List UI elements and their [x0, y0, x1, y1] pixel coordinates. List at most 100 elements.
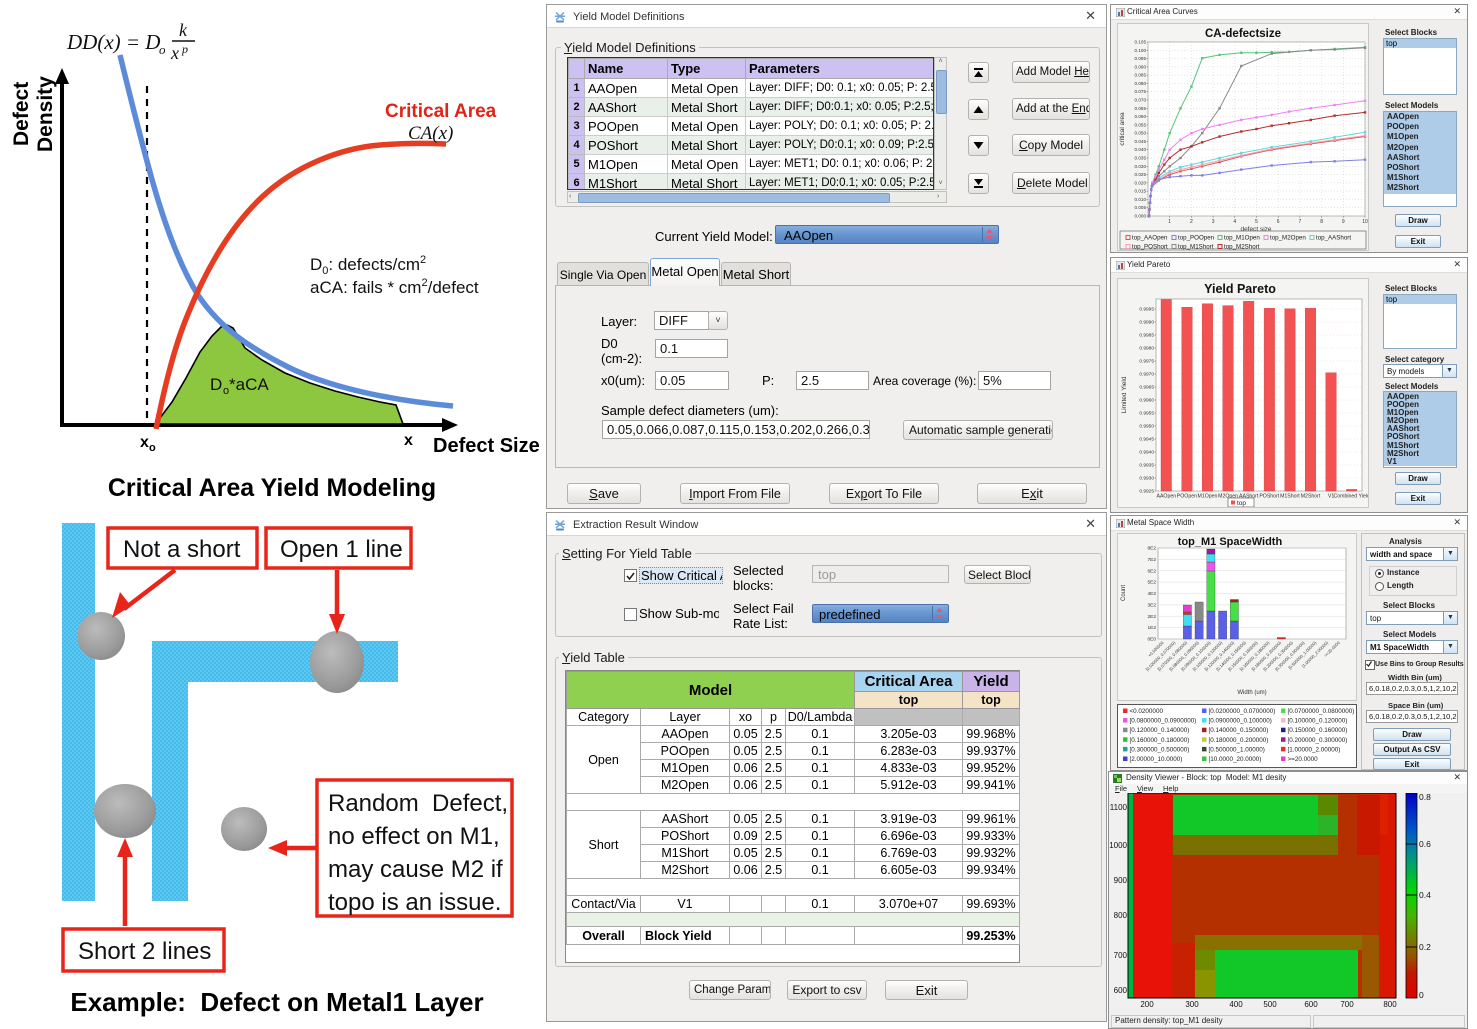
svg-text:top_AAOpen: top_AAOpen: [1132, 235, 1168, 242]
svg-text:[10.0000_20.0000): [10.0000_20.0000): [1209, 756, 1262, 763]
svg-text:[0.140000_0.150000): [0.140000_0.150000): [1209, 727, 1269, 734]
svg-text:4: 4: [1233, 219, 1236, 225]
svg-text:0.9945: 0.9945: [1139, 437, 1154, 443]
svg-text:[0.0800000_0.0900000): [0.0800000_0.0900000): [1130, 718, 1197, 725]
svg-text:Critical Area: Critical Area: [385, 101, 497, 122]
svg-text:0.9965: 0.9965: [1139, 385, 1154, 391]
svg-text:may cause M2 if: may cause M2 if: [328, 856, 503, 883]
svg-text:[0.200000_0.300000): [0.200000_0.300000): [1288, 737, 1348, 744]
svg-text:no effect on M1,: no effect on M1,: [328, 823, 500, 850]
svg-text:9: 9: [1342, 219, 1345, 225]
svg-text:o: o: [223, 385, 229, 397]
svg-text:0.000: 0.000: [1135, 214, 1147, 219]
svg-text:0.080: 0.080: [1135, 81, 1147, 86]
svg-text:AAOpen: AAOpen: [1156, 494, 1176, 500]
svg-text:0.9960: 0.9960: [1139, 398, 1154, 404]
svg-text:0.035: 0.035: [1135, 156, 1147, 161]
svg-text:[1.00000_2.00000): [1.00000_2.00000): [1288, 746, 1341, 753]
svg-text:2E2: 2E2: [1147, 614, 1156, 620]
svg-text:0.010: 0.010: [1135, 197, 1147, 202]
svg-text:0.9940: 0.9940: [1139, 450, 1154, 456]
svg-text:700: 700: [1340, 1000, 1354, 1009]
svg-text:[0.0900000_0.100000): [0.0900000_0.100000): [1209, 718, 1272, 725]
svg-text:500: 500: [1263, 1000, 1277, 1009]
svg-text:critical area: critical area: [1119, 112, 1126, 146]
svg-text:Combined Yield: Combined Yield: [1334, 494, 1368, 500]
svg-text:DD(x) = D: DD(x) = D: [66, 30, 160, 54]
svg-text:Not a short: Not a short: [123, 536, 241, 563]
svg-text:Yield Pareto: Yield Pareto: [1204, 282, 1276, 296]
svg-text:D: D: [210, 375, 222, 394]
svg-text:0.005: 0.005: [1135, 205, 1147, 210]
svg-text:4E2: 4E2: [1147, 591, 1156, 597]
svg-text:<0.0200000: <0.0200000: [1130, 708, 1164, 715]
svg-text:[0.100000_0.120000): [0.100000_0.120000): [1288, 718, 1348, 725]
svg-text:1100: 1100: [1110, 803, 1128, 812]
svg-text:top_AAShort: top_AAShort: [1316, 235, 1351, 242]
svg-text:CA(x): CA(x): [408, 123, 453, 144]
svg-text:top_POShort: top_POShort: [1132, 244, 1168, 251]
svg-text:0.9995: 0.9995: [1139, 307, 1154, 313]
svg-text:top_POOpen: top_POOpen: [1178, 235, 1215, 242]
svg-text:0.4: 0.4: [1419, 890, 1431, 900]
svg-text:0.045: 0.045: [1135, 139, 1147, 144]
svg-text:Random Defect,: Random Defect,: [328, 790, 508, 817]
svg-text:0.8: 0.8: [1419, 793, 1431, 802]
svg-text:M2Open: M2Open: [1218, 494, 1238, 500]
svg-text:1000: 1000: [1109, 841, 1127, 850]
svg-text:Width (um): Width (um): [1237, 690, 1266, 696]
svg-text:Density: Density: [34, 76, 57, 152]
svg-text:6: 6: [1277, 219, 1280, 225]
svg-text:M1Open: M1Open: [1198, 494, 1218, 500]
svg-text:[0.160000_0.180000): [0.160000_0.180000): [1130, 737, 1190, 744]
svg-text:0.040: 0.040: [1135, 147, 1147, 152]
svg-text:top_M2Open: top_M2Open: [1270, 235, 1306, 242]
svg-text:0E0: 0E0: [1147, 637, 1156, 643]
svg-text:8E2: 8E2: [1147, 546, 1156, 552]
svg-text:POShort: POShort: [1259, 494, 1279, 500]
svg-text:[0.300000_0.500000): [0.300000_0.500000): [1130, 746, 1190, 753]
svg-text:x: x: [404, 432, 413, 449]
svg-text:0.9970: 0.9970: [1139, 372, 1154, 378]
svg-text:0.070: 0.070: [1135, 98, 1147, 103]
svg-text:Example: Defect on Metal1 Lay: Example: Defect on Metal1 Layer: [70, 987, 483, 1017]
svg-text:top: top: [1237, 500, 1246, 507]
svg-text:[0.180000_0.200000): [0.180000_0.200000): [1209, 737, 1269, 744]
svg-text:0.050: 0.050: [1135, 131, 1147, 136]
svg-text:1E2: 1E2: [1147, 625, 1156, 631]
svg-text:0.095: 0.095: [1135, 56, 1147, 61]
svg-text:0.025: 0.025: [1135, 172, 1147, 177]
svg-text:0.065: 0.065: [1135, 106, 1147, 111]
svg-text:POOpen: POOpen: [1177, 494, 1197, 500]
svg-text:0.075: 0.075: [1135, 89, 1147, 94]
svg-text:200: 200: [1140, 1000, 1154, 1009]
svg-text:Defect: Defect: [10, 82, 33, 146]
svg-text:x: x: [140, 434, 149, 451]
svg-text:3E2: 3E2: [1147, 603, 1156, 609]
svg-text:V1: V1: [1328, 494, 1334, 500]
svg-text:6E2: 6E2: [1147, 568, 1156, 574]
svg-text:0.9975: 0.9975: [1139, 359, 1154, 365]
svg-text:7E2: 7E2: [1147, 557, 1156, 563]
svg-text:0.9950: 0.9950: [1139, 424, 1154, 430]
svg-text:[2.00000_10.0000): [2.00000_10.0000): [1130, 756, 1183, 763]
svg-text:top_M2Short: top_M2Short: [1224, 244, 1260, 251]
svg-text:M1Short: M1Short: [1280, 494, 1300, 500]
svg-text:AAShort: AAShort: [1239, 494, 1259, 500]
svg-text:0.085: 0.085: [1135, 73, 1147, 78]
svg-text:top_M1Open: top_M1Open: [1224, 235, 1260, 242]
svg-text:o: o: [149, 442, 156, 454]
svg-text:0.9930: 0.9930: [1139, 476, 1154, 482]
svg-text:[0.120000_0.140000): [0.120000_0.140000): [1130, 727, 1190, 734]
svg-text:0.9985: 0.9985: [1139, 333, 1154, 339]
svg-text:0.015: 0.015: [1135, 189, 1147, 194]
svg-text:0.105: 0.105: [1135, 40, 1147, 45]
svg-text:M2Short: M2Short: [1301, 494, 1321, 500]
svg-text:8: 8: [1320, 219, 1323, 225]
svg-text:0.9925: 0.9925: [1139, 489, 1154, 495]
svg-text:300: 300: [1185, 1000, 1199, 1009]
svg-text:0.9990: 0.9990: [1139, 320, 1154, 326]
svg-text:700: 700: [1114, 951, 1128, 960]
svg-text:800: 800: [1383, 1000, 1397, 1009]
svg-text:10: 10: [1362, 219, 1368, 225]
